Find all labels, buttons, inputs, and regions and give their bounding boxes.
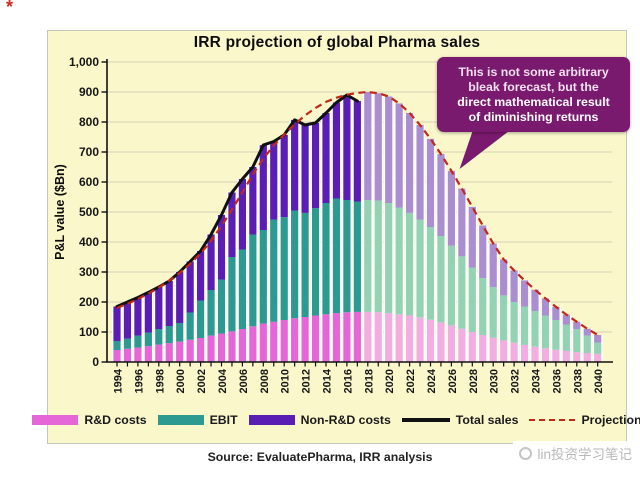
svg-text:2012: 2012: [301, 369, 313, 393]
annotation-text-line: bleak forecast, but the: [468, 80, 599, 94]
legend-label: Non-R&D costs: [300, 413, 391, 427]
svg-text:2000: 2000: [175, 369, 187, 393]
annotation-callout: This is not some arbitrary bleak forecas…: [437, 57, 630, 132]
svg-text:2018: 2018: [363, 369, 375, 393]
svg-text:0: 0: [92, 355, 99, 369]
svg-text:1994: 1994: [113, 368, 125, 393]
nonrd-costs-swatch: [248, 415, 295, 425]
svg-text:2002: 2002: [196, 369, 208, 393]
svg-text:300: 300: [79, 265, 99, 279]
svg-text:2040: 2040: [593, 369, 605, 393]
svg-text:2038: 2038: [572, 369, 584, 393]
svg-text:400: 400: [79, 235, 99, 249]
svg-text:2026: 2026: [447, 369, 459, 393]
svg-text:1,000: 1,000: [69, 55, 99, 69]
svg-text:800: 800: [79, 115, 99, 129]
legend-label: EBIT: [209, 413, 238, 427]
svg-text:200: 200: [79, 295, 99, 309]
svg-text:2034: 2034: [531, 368, 543, 393]
legend-label: Total sales: [455, 413, 519, 427]
svg-text:2024: 2024: [426, 368, 438, 393]
svg-text:2028: 2028: [468, 369, 480, 393]
svg-text:2020: 2020: [384, 369, 396, 393]
svg-text:2014: 2014: [322, 368, 334, 393]
total-sales-line-swatch: [401, 418, 450, 422]
svg-text:1998: 1998: [154, 369, 166, 393]
svg-text:100: 100: [79, 325, 99, 339]
ebit-swatch: [157, 415, 204, 425]
watermark-logo-icon: [519, 446, 533, 460]
axes: 0 100 200 300 400 500 600 700 800 900 1,000 1994 199…: [53, 55, 613, 393]
rd-costs-swatch: [32, 415, 79, 425]
annotation-text-line: of diminishing returns: [468, 110, 599, 124]
svg-text:900: 900: [79, 85, 99, 99]
legend-item-projection: Projection: [529, 413, 640, 427]
svg-text:2016: 2016: [342, 369, 354, 393]
projection-line: [116, 90, 599, 336]
source-note: Source: EvaluatePharma, IRR analysis: [207, 450, 433, 464]
annotation-text-line: direct mathematical result: [457, 95, 610, 109]
svg-text:2036: 2036: [551, 369, 563, 393]
chart-title: IRR projection of global Pharma sales: [193, 34, 481, 51]
legend-label: Projection: [581, 413, 640, 427]
svg-text:2032: 2032: [510, 369, 522, 393]
svg-text:700: 700: [79, 145, 99, 159]
svg-text:2004: 2004: [217, 368, 229, 393]
svg-text:2010: 2010: [280, 369, 292, 393]
annotation-text-line: This is not some arbitrary: [458, 65, 609, 79]
red-asterisk-mark: *: [6, 0, 14, 17]
watermark: lin投资学习笔记: [513, 441, 634, 465]
legend-label: R&D costs: [84, 413, 147, 427]
svg-text:2008: 2008: [259, 369, 271, 393]
svg-text:1996: 1996: [133, 369, 145, 393]
stacked-bars: [112, 92, 603, 363]
svg-text:600: 600: [79, 175, 99, 189]
total-sales-line: [115, 93, 359, 308]
svg-text:2006: 2006: [238, 369, 250, 393]
legend-item-total-sales: Total sales: [401, 413, 519, 427]
legend-item-rd-costs: R&D costs: [32, 413, 147, 427]
watermark-text: lin投资学习笔记: [537, 447, 632, 462]
legend: R&D costs EBIT Non-R&D costs Total sales…: [32, 413, 640, 427]
svg-text:P&L value ($Bn): P&L value ($Bn): [53, 164, 67, 260]
legend-item-nonrd-costs: Non-R&D costs: [248, 413, 391, 427]
svg-text:2022: 2022: [405, 369, 417, 393]
svg-text:500: 500: [79, 205, 99, 219]
legend-item-ebit: EBIT: [157, 413, 238, 427]
projection-dash-swatch: [529, 419, 576, 421]
svg-text:2030: 2030: [489, 369, 501, 393]
